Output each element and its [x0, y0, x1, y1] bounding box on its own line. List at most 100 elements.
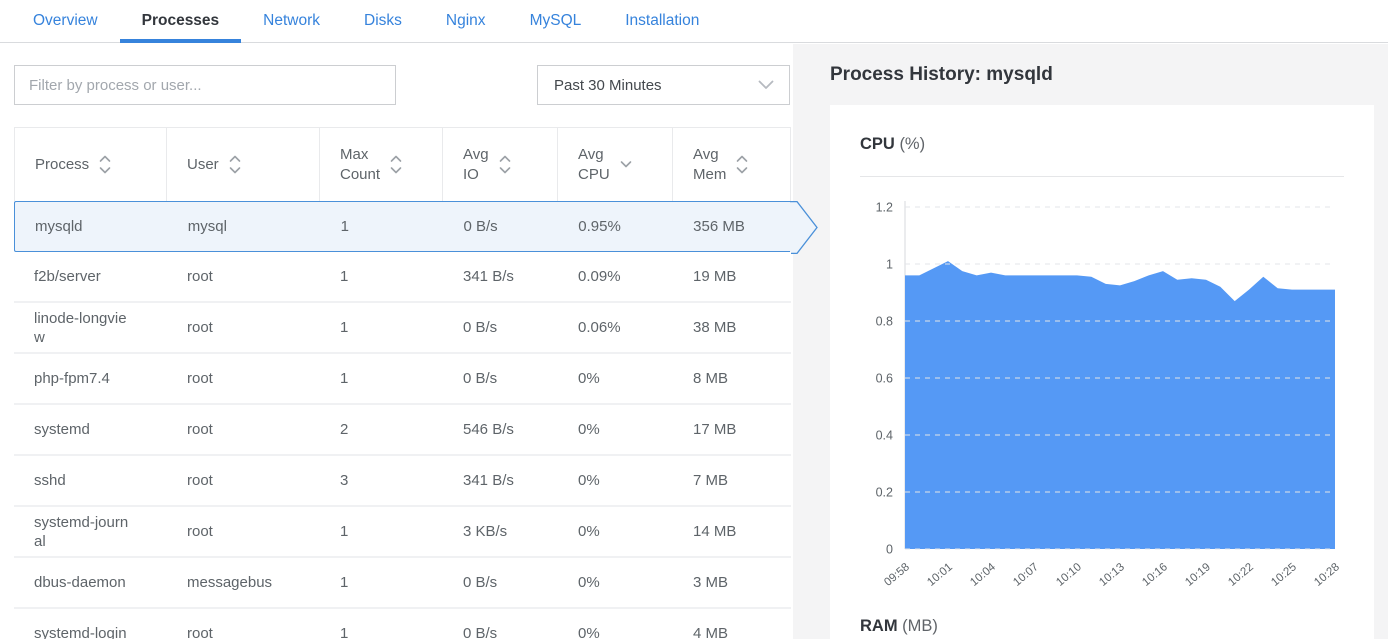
ram-chart-title: RAM — [860, 617, 898, 635]
cpu-chart-unit: (%) — [899, 135, 926, 153]
cell-user: root — [187, 268, 213, 285]
cell-avg-io: 341 B/s — [463, 268, 514, 285]
process-row-php-fpm7.4[interactable]: php-fpm7.4 root 1 0 B/s 0% 8 MB — [14, 354, 791, 405]
cell-user: root — [187, 472, 213, 489]
cell-avg-mem: 3 MB — [693, 574, 729, 591]
column-header-avg-mem[interactable]: Avg Mem — [673, 128, 791, 201]
tab-bar: Overview Processes Network Disks Nginx MySQL I… — [0, 0, 1388, 43]
process-row-systemd-journal[interactable]: systemd-journ al root 1 3 KB/s 0% 14 MB — [14, 507, 791, 558]
cell-avg-io: 0 B/s — [463, 319, 498, 336]
cell-user: messagebus — [187, 574, 273, 591]
card-divider — [860, 176, 1344, 177]
y-axis-label: 0.8 — [876, 315, 893, 329]
cell-process: systemd-journ al — [34, 513, 129, 550]
cell-max-count: 1 — [340, 574, 349, 591]
x-axis-label: 09:58 — [882, 561, 912, 589]
x-axis-label: 10:16 — [1140, 561, 1170, 589]
cell-process: systemd-login — [34, 625, 127, 639]
column-label: Avg Mem — [693, 145, 727, 183]
tab-processes[interactable]: Processes — [119, 0, 242, 43]
cell-max-count: 1 — [340, 319, 349, 336]
column-header-user[interactable]: User — [167, 128, 320, 201]
tab-installation[interactable]: Installation — [625, 12, 700, 29]
cell-user: root — [187, 421, 213, 438]
tab-disks[interactable]: Disks — [364, 12, 402, 29]
column-header-process[interactable]: Process — [14, 128, 167, 201]
process-row-f2b/server[interactable]: f2b/server root 1 341 B/s 0.09% 19 MB — [14, 252, 791, 303]
x-axis-label: 10:28 — [1312, 561, 1342, 589]
process-filter-input[interactable] — [14, 65, 396, 105]
selected-row-arrow — [790, 201, 818, 254]
cell-process: sshd — [34, 472, 66, 489]
cell-user: root — [187, 625, 213, 639]
cell-avg-mem: 14 MB — [693, 523, 737, 540]
column-header-max-count[interactable]: Max Count — [320, 128, 443, 201]
cell-avg-cpu: 0% — [578, 523, 600, 540]
tab-network[interactable]: Network — [263, 12, 321, 29]
cell-avg-cpu: 0.06% — [578, 319, 621, 336]
cell-avg-io: 0 B/s — [463, 574, 498, 591]
cell-avg-cpu: 0% — [578, 421, 600, 438]
cell-max-count: 1 — [340, 218, 349, 235]
process-row-sshd[interactable]: sshd root 3 341 B/s 0% 7 MB — [14, 456, 791, 507]
cell-avg-mem: 356 MB — [693, 218, 745, 235]
x-axis-label: 10:10 — [1054, 561, 1084, 589]
column-header-avg-cpu[interactable]: Avg CPU — [558, 128, 673, 201]
cell-avg-mem: 4 MB — [693, 625, 729, 639]
time-range-select[interactable]: Past 30 Minutes — [537, 65, 790, 105]
x-axis-label: 10:01 — [925, 561, 955, 589]
tab-nginx[interactable]: Nginx — [445, 12, 486, 29]
cell-avg-io: 341 B/s — [463, 472, 514, 489]
cell-avg-cpu: 0% — [578, 370, 600, 387]
sort-both-icon — [737, 155, 748, 174]
cell-user: root — [187, 319, 213, 336]
tab-overview[interactable]: Overview — [33, 12, 98, 29]
x-axis-label: 10:22 — [1226, 561, 1256, 589]
cell-process: dbus-daemon — [34, 574, 126, 591]
process-row-linode-longview[interactable]: linode-longvie w root 1 0 B/s 0.06% 38 MB — [14, 303, 791, 354]
cell-avg-io: 0 B/s — [463, 625, 498, 639]
process-table: Process User Max Count Avg IO Avg CPU Avg Mem… — [14, 127, 818, 639]
cell-avg-cpu: 0.09% — [578, 268, 621, 285]
column-header-avg-io[interactable]: Avg IO — [443, 128, 558, 201]
cell-process: linode-longvie w — [34, 309, 127, 346]
cell-max-count: 3 — [340, 472, 349, 489]
cell-process: f2b/server — [34, 268, 101, 285]
column-label: Avg IO — [463, 145, 489, 183]
cell-user: root — [187, 370, 213, 387]
cell-avg-cpu: 0.95% — [578, 218, 621, 235]
process-row-dbus-daemon[interactable]: dbus-daemon messagebus 1 0 B/s 0% 3 MB — [14, 558, 791, 609]
cell-user: mysql — [187, 218, 227, 235]
cell-max-count: 1 — [340, 268, 349, 285]
cell-process: systemd — [34, 421, 90, 438]
cell-avg-cpu: 0% — [578, 472, 600, 489]
y-axis-label: 0.2 — [876, 486, 893, 500]
time-range-value: Past 30 Minutes — [554, 76, 662, 94]
process-row-systemd-login[interactable]: systemd-login root 1 0 B/s 0% 4 MB — [14, 609, 791, 639]
y-axis-label: 1.2 — [876, 201, 893, 215]
cell-max-count: 1 — [340, 370, 349, 387]
column-label: Max Count — [340, 145, 381, 183]
ram-chart-unit: (MB) — [902, 617, 938, 635]
column-label: User — [187, 155, 219, 173]
tab-mysql[interactable]: MySQL — [529, 12, 582, 29]
cell-avg-mem: 19 MB — [693, 268, 737, 285]
cell-avg-cpu: 0% — [578, 625, 600, 639]
cell-avg-io: 546 B/s — [463, 421, 514, 438]
column-label: Avg CPU — [578, 145, 610, 183]
sort-both-icon — [499, 155, 510, 174]
cell-avg-mem: 8 MB — [693, 370, 729, 387]
table-header-row: Process User Max Count Avg IO Avg CPU Avg Mem — [14, 127, 791, 201]
cell-avg-io: 0 B/s — [463, 370, 498, 387]
x-axis-label: 10:25 — [1269, 561, 1299, 589]
process-history-card: CPU (%) 0 0.2 0.4 0.6 0.8 1 1.2 09:58 10:01 10:04… — [830, 105, 1374, 639]
process-row-systemd[interactable]: systemd root 2 546 B/s 0% 17 MB — [14, 405, 791, 456]
sort-both-icon — [99, 155, 111, 174]
cell-avg-mem: 17 MB — [693, 421, 737, 438]
process-row-mysqld[interactable]: mysqld mysql 1 0 B/s 0.95% 356 MB — [14, 201, 818, 254]
cell-avg-io: 3 KB/s — [463, 523, 508, 540]
sort-both-icon — [229, 155, 240, 174]
column-label: Process — [35, 155, 90, 173]
cell-avg-io: 0 B/s — [463, 218, 498, 235]
detail-title: Process History: mysqld — [830, 64, 1053, 85]
